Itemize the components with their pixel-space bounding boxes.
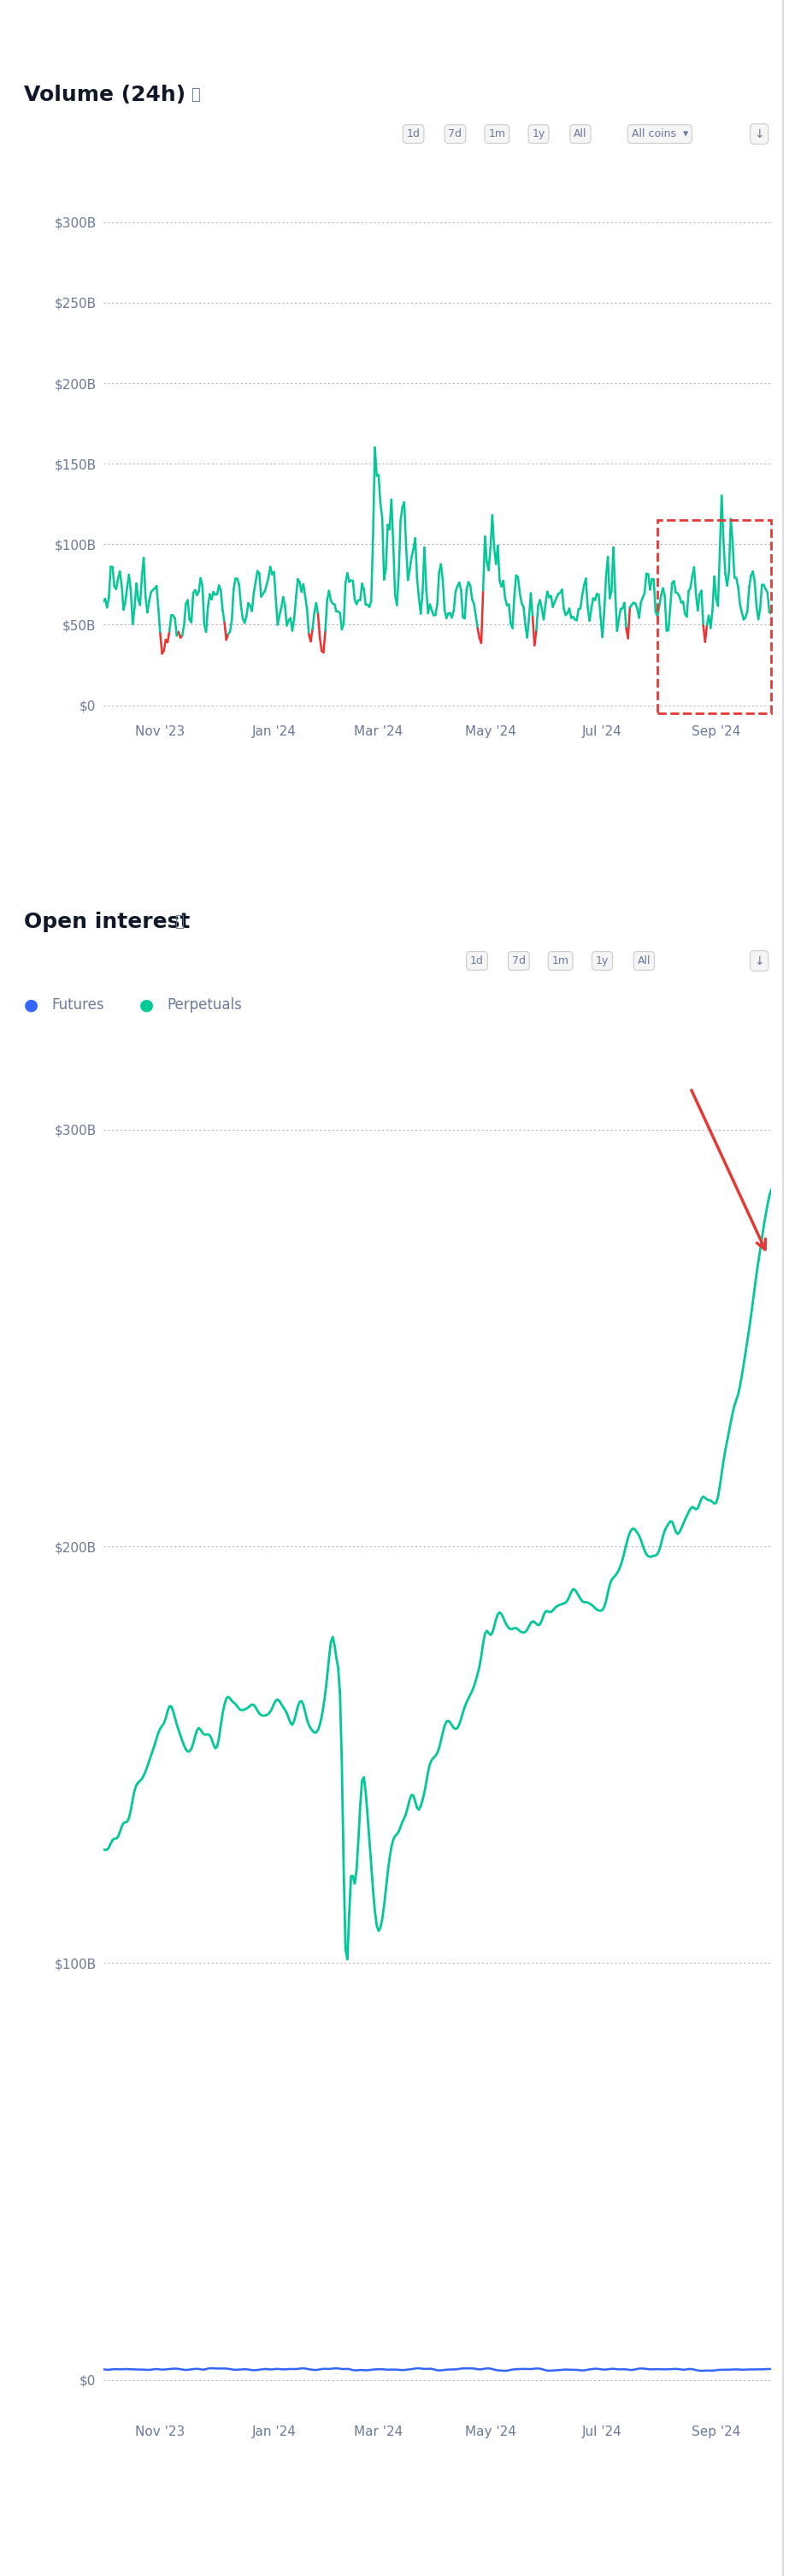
Text: 1y: 1y [595, 956, 609, 966]
Text: Futures: Futures [52, 997, 104, 1012]
Text: Perpetuals: Perpetuals [167, 997, 242, 1012]
Text: All coins  ▾: All coins ▾ [631, 129, 688, 139]
Text: 7d: 7d [512, 956, 525, 966]
Text: ●: ● [24, 997, 38, 1012]
Text: ↓: ↓ [754, 956, 764, 966]
Text: ⓘ: ⓘ [175, 914, 184, 930]
Bar [657, 520, 771, 714]
Text: 1d: 1d [470, 956, 484, 966]
Text: ⓘ: ⓘ [191, 88, 200, 103]
Text: 1y: 1y [532, 129, 545, 139]
Text: Open interest: Open interest [24, 912, 190, 933]
Text: Volume (24h): Volume (24h) [24, 85, 185, 106]
Text: All: All [638, 956, 650, 966]
Text: ●: ● [139, 997, 153, 1012]
Text: 1m: 1m [552, 956, 569, 966]
Text: 7d: 7d [448, 129, 462, 139]
Text: 1m: 1m [488, 129, 506, 139]
Text: 1d: 1d [406, 129, 421, 139]
Text: All: All [574, 129, 587, 139]
Text: ↓: ↓ [754, 129, 764, 139]
